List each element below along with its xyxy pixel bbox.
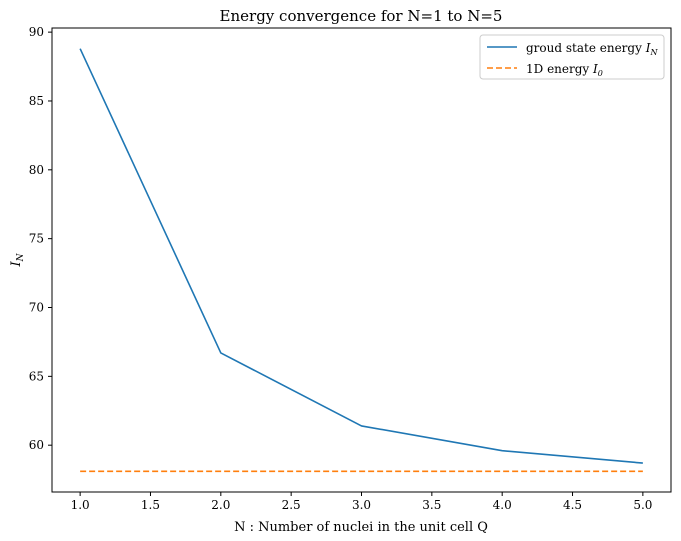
y-tick-label: 70: [29, 301, 44, 315]
legend-entry-1d-energy: 1D energy I0: [526, 62, 603, 78]
x-tick-label: 3.5: [422, 498, 441, 512]
x-tick-label: 3.0: [352, 498, 371, 512]
legend-symbol-1d-energy: I: [592, 62, 598, 76]
x-axis-ticks: 1.0 1.5 2.0 2.5 3.0 3.5 4.0 4.5 5.0: [71, 492, 652, 512]
x-tick-label: 5.0: [633, 498, 652, 512]
legend-label-1d-energy: 1D energy: [526, 62, 589, 76]
x-tick-label: 2.5: [282, 498, 301, 512]
legend: groud state energy IN 1D energy I0: [479, 34, 665, 80]
legend-subscript-1d-energy: 0: [598, 69, 603, 78]
y-tick-label: 65: [29, 369, 44, 383]
x-tick-label: 2.0: [211, 498, 230, 512]
series-line-ground-state-energy: [79, 48, 643, 464]
y-tick-label: 75: [29, 232, 44, 246]
series-layer: [79, 48, 643, 473]
y-axis-label-main: I: [9, 261, 24, 268]
x-tick-label: 4.5: [563, 498, 582, 512]
legend-box: [479, 34, 665, 80]
legend-entry-ground-state: groud state energy IN: [526, 41, 658, 57]
y-tick-label: 85: [29, 94, 44, 108]
y-tick-label: 80: [29, 163, 44, 177]
y-tick-label: 60: [29, 438, 44, 452]
legend-symbol-ground-state: I: [645, 41, 651, 55]
plot-area-frame: [51, 27, 672, 493]
y-axis-ticks: 60 65 70 75 80 85 90: [29, 25, 52, 452]
chart-title: Energy convergence for N=1 to N=5: [220, 7, 503, 25]
x-axis-label: N : Number of nuclei in the unit cell Q: [234, 520, 488, 535]
legend-subscript-ground-state: N: [649, 48, 658, 57]
y-axis-label: IN: [9, 252, 26, 267]
legend-label-ground-state: groud state energy: [526, 41, 642, 55]
x-tick-label: 1.5: [141, 498, 160, 512]
y-axis-label-subscript: N: [16, 252, 26, 262]
x-tick-label: 4.0: [493, 498, 512, 512]
x-tick-label: 1.0: [71, 498, 90, 512]
y-tick-label: 90: [29, 25, 44, 39]
